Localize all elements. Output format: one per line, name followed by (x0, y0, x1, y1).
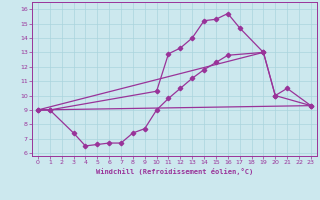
X-axis label: Windchill (Refroidissement éolien,°C): Windchill (Refroidissement éolien,°C) (96, 168, 253, 175)
